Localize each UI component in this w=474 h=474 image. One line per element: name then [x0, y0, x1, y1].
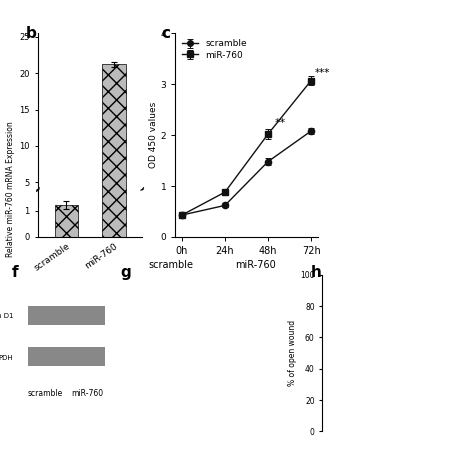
- Text: f: f: [12, 265, 18, 281]
- Bar: [55, 210, 78, 219]
- Text: ***: ***: [315, 67, 330, 78]
- Text: miR-760: miR-760: [236, 260, 276, 270]
- Text: PDH: PDH: [0, 355, 13, 361]
- Text: in D1: in D1: [0, 313, 13, 319]
- Text: c: c: [161, 26, 170, 41]
- Text: scramble: scramble: [148, 260, 193, 270]
- Text: scramble: scramble: [27, 390, 63, 399]
- Text: g: g: [121, 265, 132, 281]
- Bar: [102, 64, 126, 219]
- Text: b: b: [26, 26, 37, 41]
- Y-axis label: OD 450 values: OD 450 values: [149, 102, 158, 168]
- FancyBboxPatch shape: [28, 347, 105, 366]
- Text: miR-760: miR-760: [72, 390, 104, 399]
- Y-axis label: % of open wound: % of open wound: [288, 320, 297, 386]
- Legend: scramble, miR-760: scramble, miR-760: [180, 38, 248, 62]
- Text: h: h: [310, 265, 321, 281]
- Text: **: **: [274, 118, 286, 128]
- Bar: [102, 0, 126, 237]
- Text: Relative miR-760 mRNA Expression: Relative miR-760 mRNA Expression: [6, 122, 15, 257]
- FancyBboxPatch shape: [28, 306, 105, 325]
- Bar: [55, 205, 78, 237]
